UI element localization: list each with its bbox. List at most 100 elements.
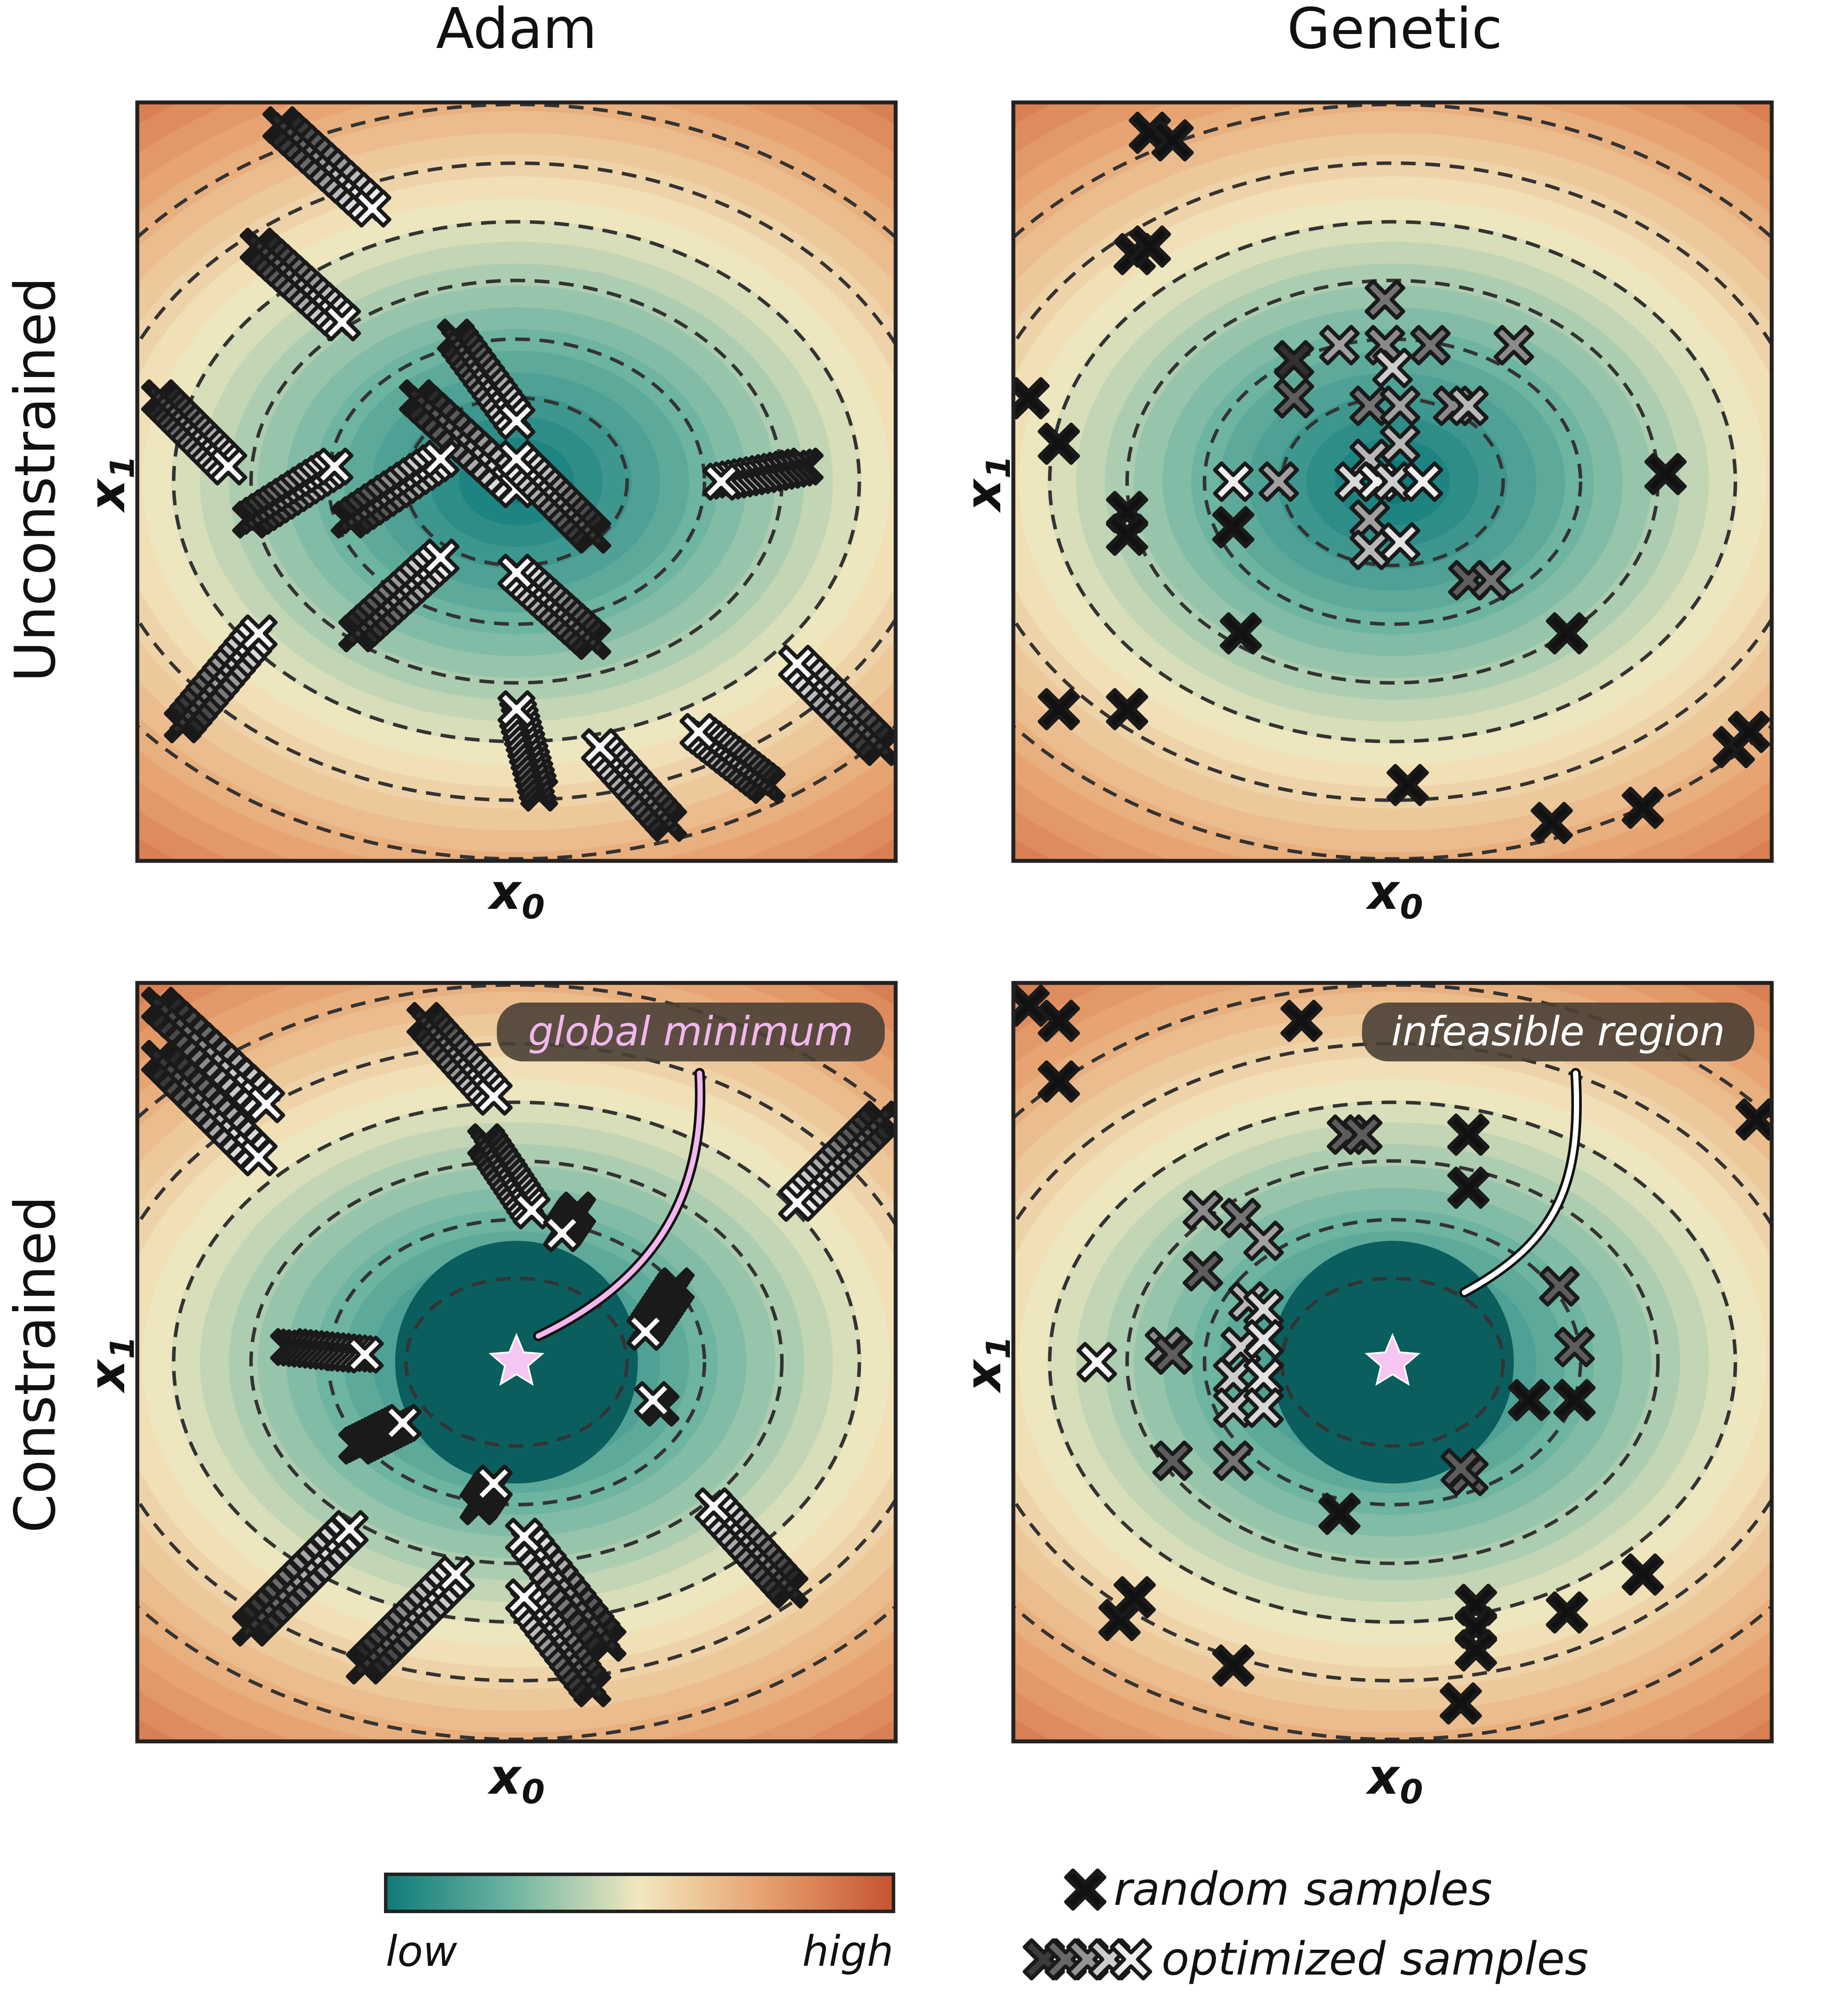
random-sample-marker: [1546, 1591, 1588, 1634]
optimized-sample-marker: [1243, 1220, 1284, 1261]
trajectory-step-marker: [778, 1184, 816, 1222]
optimized-sample-marker: [1493, 325, 1534, 366]
trajectory-step-marker: [702, 462, 741, 501]
svg-text:1: 1: [103, 456, 142, 479]
trajectory-step-marker: [634, 1381, 672, 1419]
random-sample-marker: [1013, 377, 1050, 420]
optimized-sample-marker: [1258, 461, 1299, 502]
random-sample-marker: [1386, 764, 1429, 806]
trajectory: [262, 106, 391, 228]
trajectory: [239, 228, 361, 342]
trajectory: [679, 713, 786, 804]
optimized-sample-marker: [1243, 1288, 1284, 1329]
annotation-global-minimum: global minimum: [497, 1003, 885, 1341]
contour-line: [1125, 1159, 1660, 1565]
column-title-adam: Adam: [436, 0, 597, 61]
optimized-sample-marker: [1076, 1342, 1117, 1383]
trajectory-step-marker: [505, 1578, 543, 1616]
trajectory: [778, 1100, 896, 1222]
trajectory-step-marker: [437, 1555, 475, 1594]
trajectory: [437, 318, 536, 440]
panel-adam-unconstrained: [135, 100, 898, 863]
svg-text:x: x: [79, 1358, 136, 1394]
trajectory-step-marker: [505, 1517, 543, 1556]
trajectory: [232, 1510, 369, 1647]
svg-text:1: 1: [979, 456, 1018, 479]
random-sample-marker: [1440, 1682, 1482, 1725]
random-sample-marker: [1128, 225, 1171, 268]
annotation-arrow-infeasible-inner: [1462, 1071, 1580, 1295]
random-sample-marker: [1553, 1379, 1596, 1421]
panel-genetic-constrained: [1011, 981, 1774, 1744]
optimized-sample-marker: [1152, 1334, 1193, 1375]
row-title-unconstrained: Unconstrained: [3, 277, 68, 682]
annotation-box-global-minimum: [497, 1003, 885, 1061]
x-label-panel-0: x 0: [487, 864, 545, 926]
contour-line: [1280, 1276, 1505, 1448]
colorbar-bar: [384, 1873, 895, 1913]
panel-plot-area: [137, 983, 896, 1741]
legend-optimized-marker: [1023, 1938, 1152, 1981]
trajectory-step-marker: [239, 614, 278, 653]
trajectory: [141, 986, 285, 1123]
legend-random-label: random samples: [1114, 1863, 1492, 1916]
svg-text:x: x: [955, 1358, 1012, 1394]
optimized-sample-marker: [1372, 347, 1413, 388]
row-title-constrained: Constrained: [3, 1196, 68, 1533]
trajectory: [270, 1328, 384, 1374]
random-sample-marker: [1447, 1166, 1490, 1209]
trajectory: [141, 379, 248, 486]
trajectory: [581, 728, 687, 842]
trajectory-step-marker: [346, 1336, 384, 1374]
trajectory: [338, 538, 460, 653]
y-label-panel-2: x 1: [79, 1336, 142, 1394]
optimized-sample-marker: [1274, 340, 1315, 381]
trajectory: [626, 1267, 695, 1351]
annotation-text-global-minimum: global minimum: [528, 1008, 853, 1055]
svg-text:x: x: [487, 1749, 523, 1805]
optimized-sample-marker: [1182, 1251, 1223, 1292]
trajectory: [346, 1555, 475, 1685]
random-sample-marker: [1621, 786, 1664, 829]
trajectory-step-marker: [626, 1312, 665, 1351]
random-sample-marker: [1728, 711, 1770, 753]
optimized-sample-marker: [1440, 1448, 1481, 1489]
random-sample-marker: [1037, 688, 1080, 731]
panel-plot-area: [1013, 102, 1772, 861]
panel-plot-area: [1013, 983, 1772, 1741]
x-label-panel-2: x 0: [487, 1749, 545, 1811]
trajectory-step-marker: [239, 1138, 278, 1176]
svg-text:x: x: [1366, 864, 1401, 921]
contour-line: [1048, 220, 1737, 744]
optimized-sample-marker: [1213, 1440, 1254, 1481]
colorbar: low high: [384, 1873, 895, 1976]
panel-frame: [135, 981, 898, 1744]
panel-adam-constrained: [135, 981, 898, 1744]
optimized-sample-marker: [1379, 522, 1420, 563]
panel-genetic-unconstrained: [1011, 100, 1774, 863]
svg-text:1: 1: [103, 1336, 142, 1359]
optimized-sample-marker: [1471, 560, 1512, 601]
random-sample-marker: [1735, 1098, 1772, 1141]
optimized-sample-marker: [1213, 461, 1254, 502]
random-sample-marker: [1621, 1553, 1664, 1596]
trajectory-step-marker: [581, 728, 619, 766]
trajectory-step-marker: [497, 690, 536, 728]
trajectory-step-marker: [497, 554, 536, 592]
random-sample-marker: [1280, 1000, 1323, 1042]
trajectory-step-marker: [353, 190, 391, 228]
random-sample-marker: [1113, 1576, 1156, 1618]
trajectory: [467, 1123, 551, 1230]
contour-line: [1013, 983, 1772, 1741]
random-sample-marker: [1106, 688, 1148, 731]
optimized-sample-marker: [1243, 1319, 1284, 1360]
svg-text:x: x: [1366, 1749, 1401, 1805]
trajectory-step-marker: [247, 1085, 285, 1123]
trajectory-step-marker: [421, 440, 460, 478]
panel-frame: [1011, 981, 1774, 1744]
contour-line: [1048, 1100, 1737, 1624]
optimized-sample-marker: [1365, 279, 1406, 320]
trajectory: [330, 440, 460, 539]
random-sample-marker: [1530, 802, 1573, 844]
optimized-sample-marker: [1243, 1357, 1284, 1398]
